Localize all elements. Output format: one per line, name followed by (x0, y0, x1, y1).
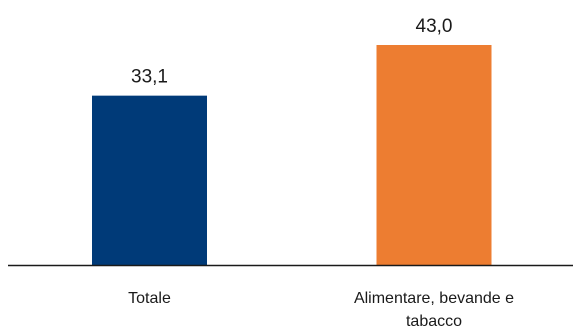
bar-0 (92, 95, 207, 266)
bar-1 (376, 45, 492, 265)
value-label-1: 43,0 (416, 16, 453, 37)
bars-group (92, 45, 492, 266)
value-label-0: 33,1 (131, 67, 168, 88)
category-label-1-line-1: tabacco (406, 313, 462, 330)
category-label-1-line-0: Alimentare, bevande e (354, 290, 514, 307)
category-labels-group: Totale Alimentare, bevande e tabacco (128, 290, 514, 330)
category-label-0: Totale (128, 290, 171, 307)
value-labels-group: 33,1 43,0 (131, 16, 452, 88)
